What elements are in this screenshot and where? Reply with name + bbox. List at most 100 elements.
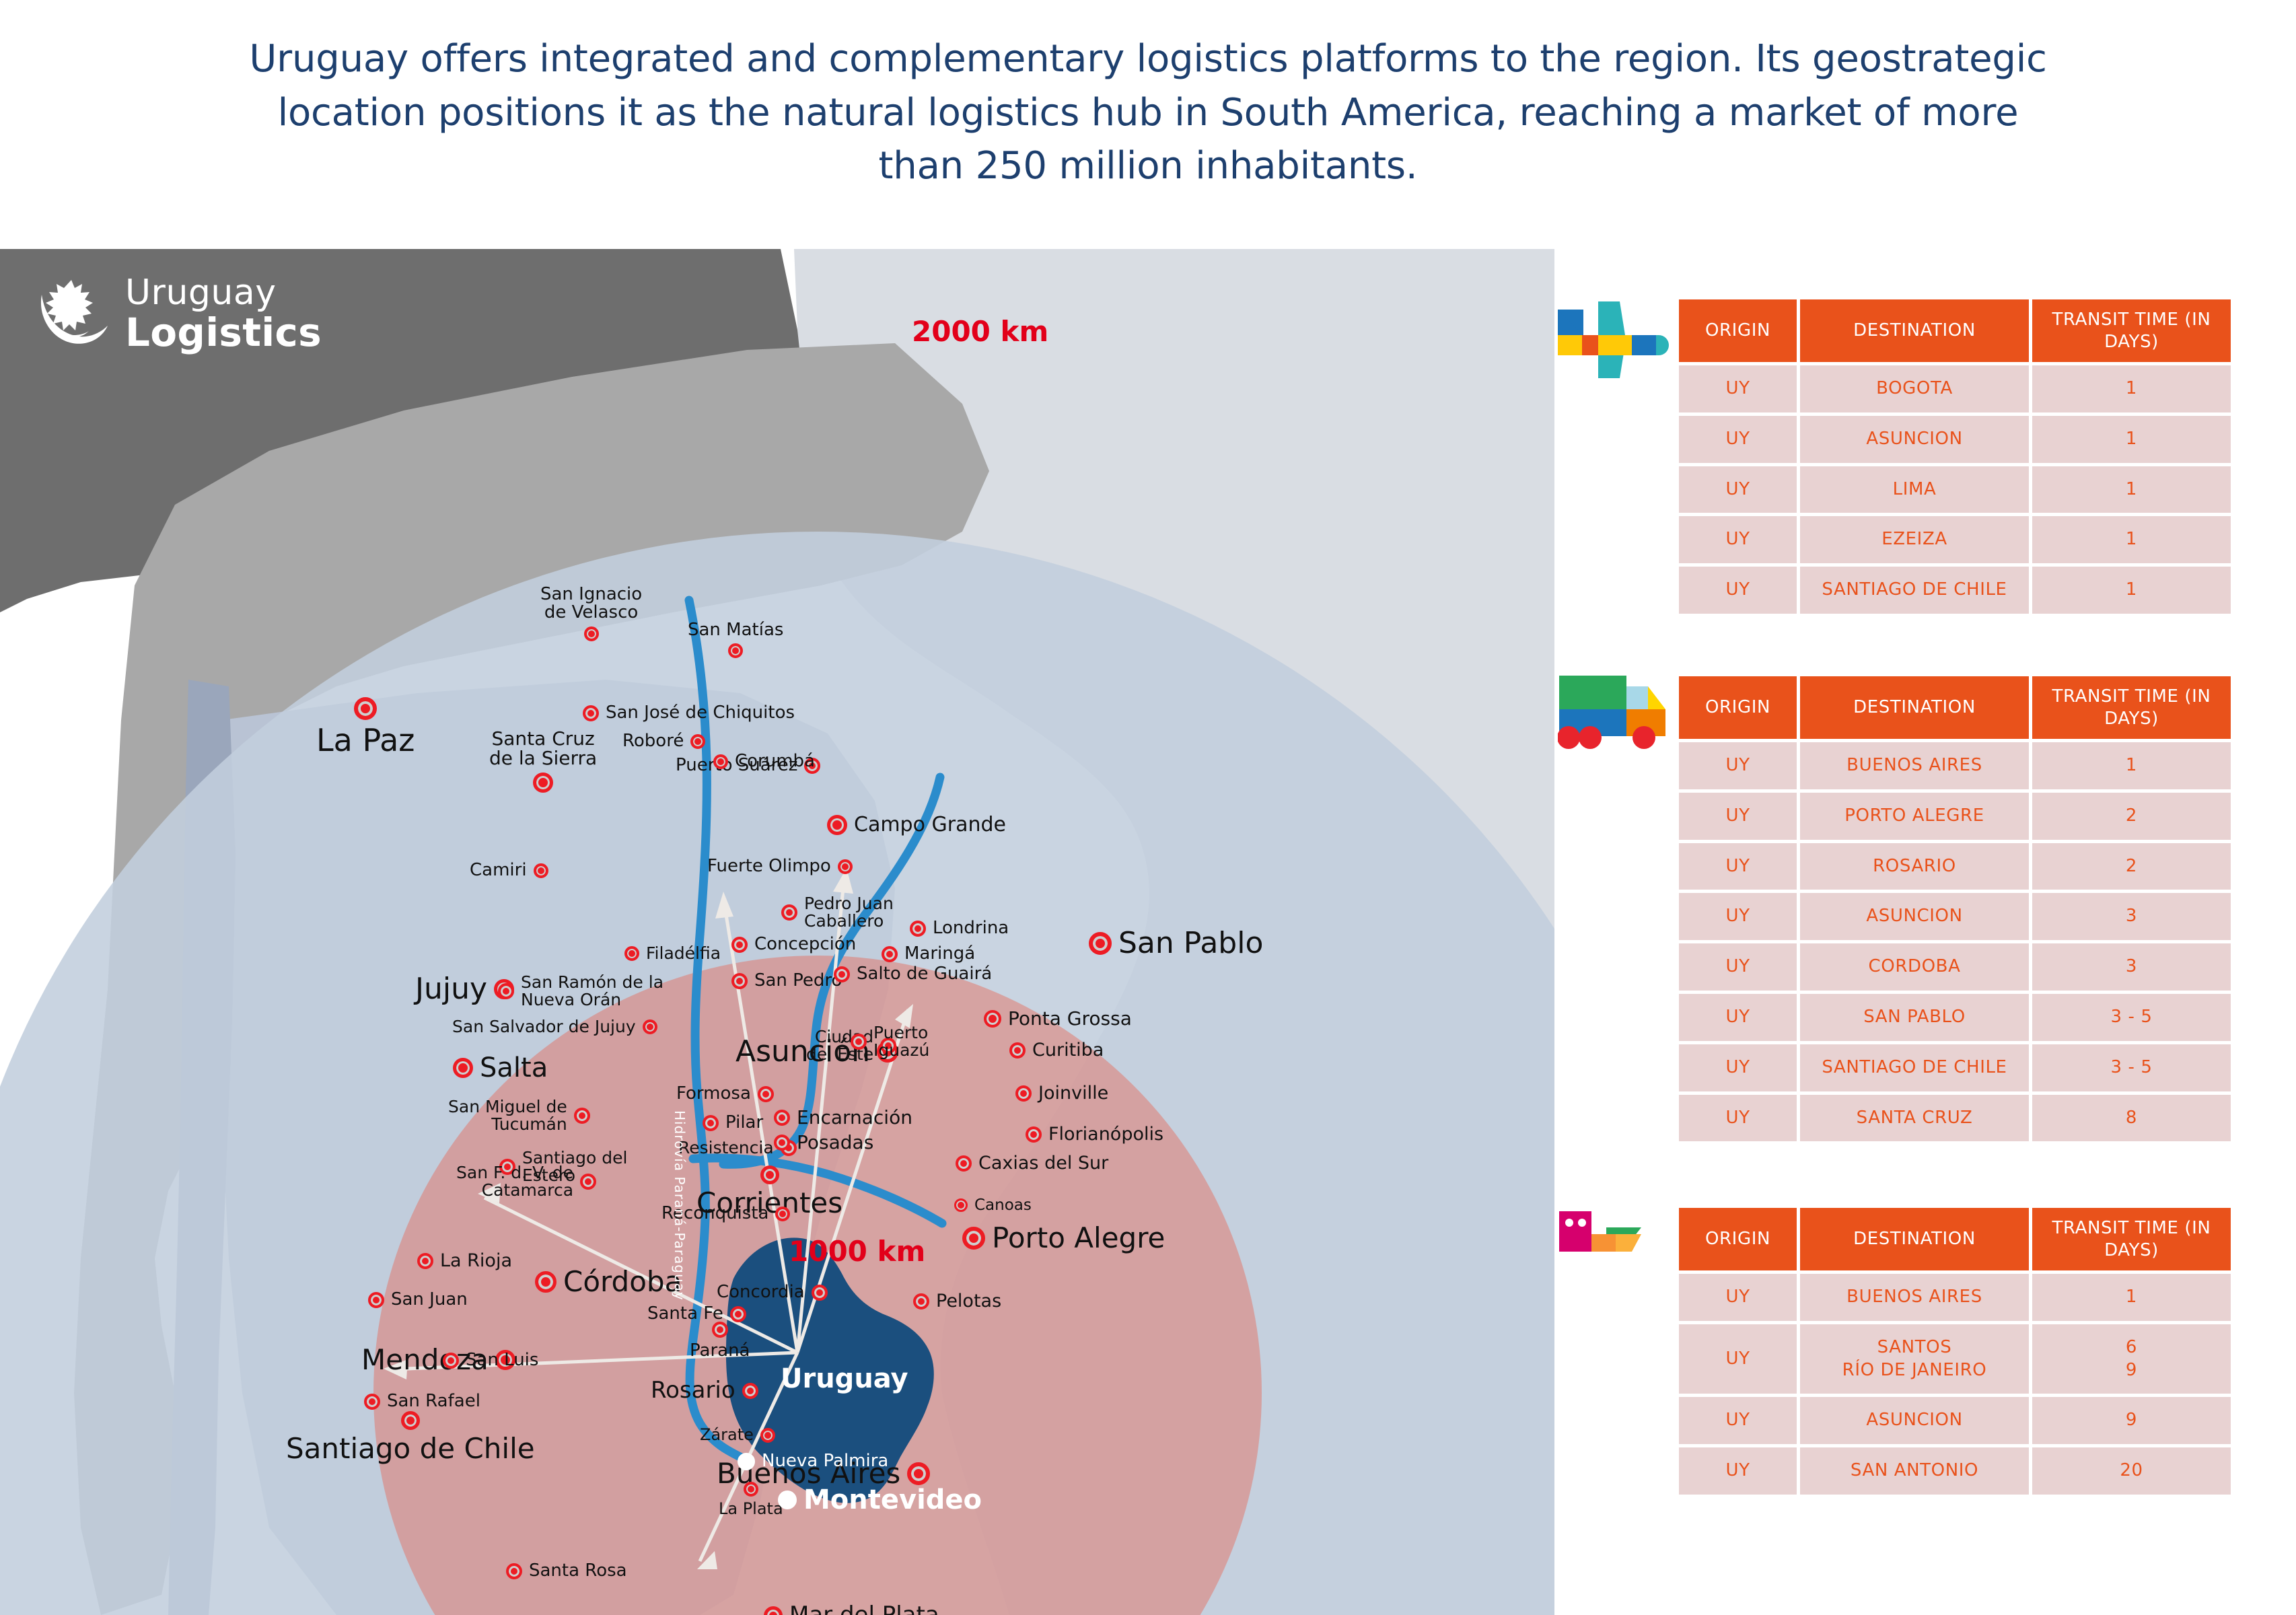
city-label: Rosario [651, 1377, 736, 1404]
city-marker[interactable]: Puerto Suárez [676, 755, 821, 775]
city-label: Santa Fe [647, 1303, 723, 1324]
city-marker[interactable]: Filadélfia [624, 944, 721, 962]
city-dot-icon [743, 1482, 758, 1497]
city-marker[interactable]: San José de Chiquitos [583, 703, 795, 722]
city-label: Ponta Grossa [1008, 1007, 1132, 1030]
city-marker[interactable]: Córdoba [535, 1266, 682, 1297]
city-marker[interactable]: Florianópolis [1026, 1124, 1163, 1144]
city-marker[interactable]: San Salvador de Jujuy [452, 1017, 657, 1036]
city-marker[interactable]: Salta [453, 1054, 548, 1082]
city-marker[interactable]: La Rioja [417, 1251, 512, 1270]
city-marker[interactable]: La Plata [719, 1482, 783, 1517]
city-marker[interactable]: Pedro Juan Caballero [781, 894, 894, 931]
city-marker[interactable]: Encarnación [774, 1108, 912, 1127]
city-marker[interactable]: San F. d. V. de Catamarca [456, 1163, 597, 1200]
city-marker[interactable]: Salto de Guairá [834, 964, 992, 983]
col-origin: ORIGIN [1679, 676, 1797, 739]
city-marker[interactable]: Formosa [676, 1084, 774, 1103]
city-dot-icon [827, 814, 847, 835]
cell-origin: UY [1679, 1274, 1797, 1321]
city-marker[interactable]: Pelotas [913, 1291, 1001, 1311]
city-dot-icon [506, 1563, 522, 1579]
capital-montevideo[interactable]: Montevideo [778, 1486, 982, 1514]
city-label: San Pedro [754, 970, 842, 991]
city-marker[interactable]: Roboré [622, 731, 706, 750]
city-marker[interactable]: Londrina [910, 919, 1009, 937]
city-marker[interactable]: Concepción [731, 935, 856, 954]
city-marker[interactable]: San Ramón de la Nueva Orán [498, 972, 664, 1010]
city-marker[interactable]: Santiago de Chile [286, 1411, 535, 1464]
city-marker[interactable]: Mar del Plata [764, 1603, 939, 1615]
cell-destination: PORTO ALEGRE [1800, 792, 2029, 840]
city-marker[interactable]: Santa Cruz de la Sierra [489, 729, 597, 793]
city-marker[interactable]: Posadas [774, 1133, 873, 1152]
city-marker[interactable]: Camiri [470, 861, 548, 880]
city-marker[interactable]: Joinville [1015, 1083, 1108, 1103]
city-dot-icon [774, 1109, 790, 1126]
city-label: San Juan [391, 1289, 468, 1309]
table-row: UY SAN PABLO 3 - 5 [1679, 993, 2231, 1041]
city-marker[interactable]: San Juan [368, 1289, 468, 1309]
city-dot-icon [731, 936, 748, 953]
city-marker[interactable]: Zárate [700, 1426, 775, 1443]
city-marker[interactable]: Curitiba [1009, 1040, 1104, 1060]
port-nueva-palmira[interactable]: Nueva Palmira [738, 1451, 888, 1470]
col-origin: ORIGIN [1679, 1208, 1797, 1270]
radius-label-2000km: 2000 km [912, 315, 1049, 348]
city-marker[interactable]: Santa Fe [647, 1303, 746, 1324]
table-row: UY SANTA CRUZ 8 [1679, 1094, 2231, 1142]
plane-icon [1554, 296, 1676, 384]
city-label: Londrina [933, 918, 1009, 938]
city-marker[interactable]: Paraná [690, 1322, 750, 1360]
city-marker[interactable]: Concordia [717, 1283, 828, 1301]
city-marker[interactable]: Ponta Grossa [984, 1009, 1132, 1028]
city-marker[interactable]: Reconquista [661, 1204, 791, 1223]
city-label: Puerto Iguazú [873, 1023, 930, 1061]
city-label: Fuerte Olimpo [707, 856, 831, 876]
city-marker[interactable]: Corumbá [713, 752, 815, 770]
city-marker[interactable]: Corrientes [696, 1165, 842, 1218]
city-marker[interactable]: San Pedro [731, 970, 842, 991]
waterway-label: Hidrovía Paraná-Paraguay [672, 1110, 688, 1301]
city-marker[interactable]: Mendoza [361, 1344, 515, 1375]
city-marker[interactable]: Porto Alegre [962, 1223, 1165, 1253]
city-dot-icon [731, 972, 748, 989]
city-marker[interactable]: Campo Grande [827, 814, 1006, 836]
cell-origin: UY [1679, 792, 1797, 840]
city-marker[interactable]: San Matías [688, 620, 783, 659]
city-dot-icon [624, 946, 639, 962]
city-marker[interactable]: Santiago del Estero [499, 1149, 627, 1185]
city-label: Puerto Suárez [676, 755, 798, 775]
city-marker[interactable]: Puerto Iguazú [851, 1024, 929, 1060]
city-dot-icon [774, 1134, 790, 1151]
city-label: Salta [480, 1052, 548, 1083]
city-marker[interactable]: San Ignacio de Velasco [540, 585, 642, 641]
city-marker[interactable]: Pilar [703, 1113, 763, 1132]
sea-table: ORIGIN DESTINATION TRANSIT TIME (IN DAYS… [1676, 1205, 2234, 1498]
city-dot-icon [962, 1227, 985, 1250]
city-marker[interactable]: Fuerte Olimpo [707, 857, 853, 875]
table-row: UY CORDOBA 3 [1679, 943, 2231, 991]
city-marker[interactable]: Santa Rosa [506, 1561, 627, 1580]
city-label: Santiago del Estero [522, 1148, 628, 1186]
city-marker[interactable]: La Paz [316, 697, 415, 756]
country-label-uruguay: Uruguay [781, 1363, 908, 1394]
city-dot-icon [760, 1427, 775, 1443]
city-marker[interactable]: San Luis [443, 1351, 538, 1369]
map-svg [0, 249, 1554, 1615]
city-label: San Luis [466, 1350, 539, 1370]
city-label: Corrientes [696, 1186, 843, 1219]
city-marker[interactable]: San Pablo [1089, 927, 1263, 959]
city-marker[interactable]: San Rafael [364, 1392, 480, 1410]
city-dot-icon [907, 1462, 931, 1486]
city-label: San Ramón de la Nueva Orán [521, 972, 664, 1010]
city-marker[interactable]: San Miguel de Tucumán [448, 1098, 590, 1134]
city-marker[interactable]: Maringá [882, 944, 975, 963]
cell-transit-time: 3 - 5 [2032, 993, 2231, 1041]
col-origin: ORIGIN [1679, 299, 1797, 362]
city-dot-icon [811, 1284, 828, 1301]
city-marker[interactable]: Rosario [651, 1377, 758, 1404]
city-marker[interactable]: Caxias del Sur [956, 1153, 1108, 1173]
radius-label-1000km: 1000 km [789, 1235, 926, 1268]
city-marker[interactable]: Canoas [954, 1197, 1032, 1213]
